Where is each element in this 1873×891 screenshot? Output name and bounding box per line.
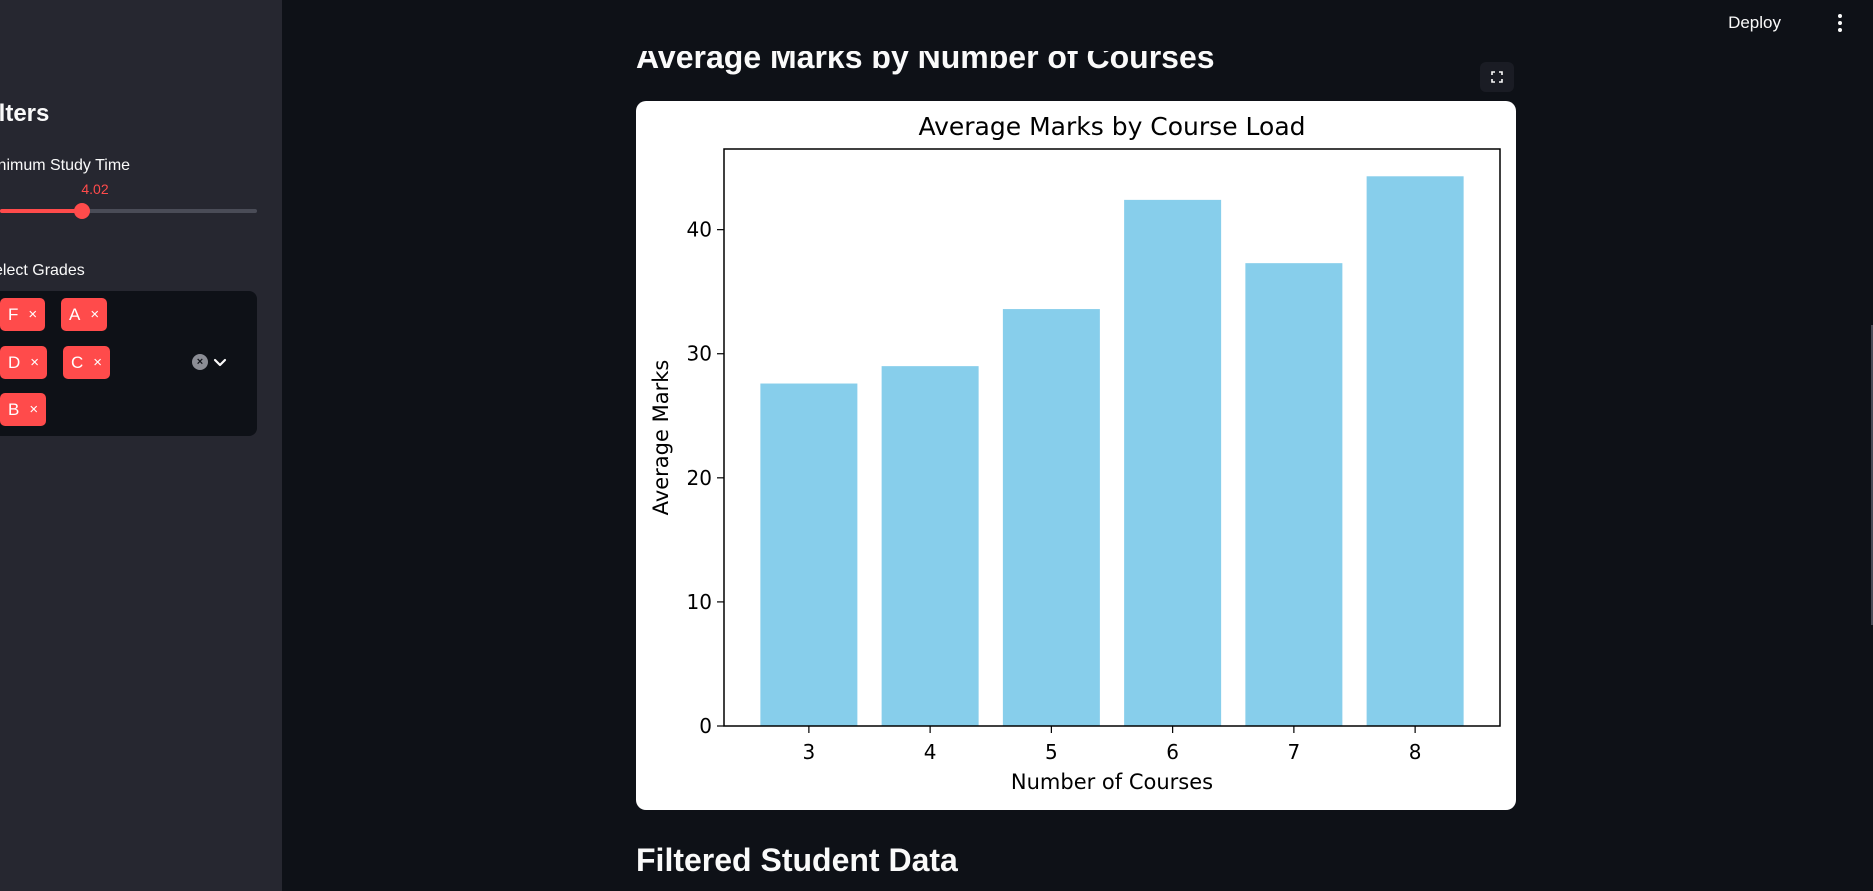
y-tick-label: 30 (687, 342, 712, 366)
remove-tag-icon[interactable]: × (30, 354, 40, 371)
x-tick-label: 5 (1045, 740, 1058, 764)
remove-tag-icon[interactable]: × (93, 354, 103, 371)
x-tick-label: 6 (1166, 740, 1179, 764)
x-tick-label: 8 (1409, 740, 1422, 764)
grade-tag-f[interactable]: F × (0, 298, 46, 331)
grade-tag-label: C (71, 352, 84, 372)
grades-label: elect Grades (0, 262, 85, 279)
plot-frame (723, 148, 1501, 727)
chevron-down-icon[interactable] (211, 353, 229, 371)
chart-bar (1002, 309, 1100, 726)
vertical-dots-icon[interactable] (1837, 14, 1843, 34)
header-backdrop (282, 0, 1482, 51)
study-time-label: inimum Study Time (0, 157, 131, 174)
y-tick-label: 20 (687, 466, 712, 490)
grade-tag-label: A (69, 304, 81, 324)
study-time-slider[interactable] (0, 203, 257, 219)
remove-tag-icon[interactable]: × (90, 306, 100, 323)
filtered-data-title: Filtered Student Data (636, 842, 958, 878)
grade-tag-b[interactable]: B × (0, 393, 47, 426)
y-tick-label: 40 (687, 218, 712, 242)
y-tick-label: 0 (699, 714, 712, 738)
grade-tag-label: B (8, 399, 20, 419)
deploy-button[interactable]: Deploy (1728, 13, 1781, 32)
x-axis-label: Number of Courses (1011, 770, 1213, 794)
grades-multiselect[interactable]: F × A × D × C × B × × (0, 291, 257, 436)
remove-tag-icon[interactable]: × (28, 306, 38, 323)
clear-all-icon[interactable]: × (192, 354, 208, 370)
x-tick-label: 4 (924, 740, 937, 764)
grade-tag-label: D (8, 352, 21, 372)
fullscreen-button[interactable] (1480, 62, 1514, 92)
chart-bar (1124, 199, 1222, 727)
chart-bar (760, 383, 858, 726)
y-tick-label: 10 (687, 590, 712, 614)
grade-tag-a[interactable]: A × (61, 298, 108, 331)
grade-tag-c[interactable]: C × (63, 346, 111, 379)
chart-bar (881, 366, 979, 726)
grade-tag-label: F (8, 304, 19, 324)
sidebar: ilters inimum Study Time 4.02 elect Grad… (0, 0, 282, 891)
fullscreen-icon (1491, 71, 1503, 83)
scrollbar[interactable] (1871, 325, 1873, 625)
grade-tag-d[interactable]: D × (0, 346, 48, 379)
slider-thumb[interactable] (74, 203, 91, 219)
y-axis-label: Average Marks (649, 360, 673, 516)
sidebar-heading: ilters (0, 100, 50, 127)
study-time-value: 4.02 (81, 181, 109, 197)
chart-title: Average Marks by Course Load (918, 112, 1305, 141)
remove-tag-icon[interactable]: × (29, 401, 39, 418)
bar-chart: 0 10 20 30 40 3 4 5 6 7 8 Average Marks by Course L… (649, 112, 1501, 794)
x-tick-label: 7 (1288, 740, 1301, 764)
chart-card: 0 10 20 30 40 3 4 5 6 7 8 Average Marks by Course L… (636, 101, 1516, 810)
slider-fill (0, 209, 83, 213)
chart-bar (1245, 263, 1343, 726)
top-header: Deploy (282, 0, 1873, 50)
chart-bar (1366, 176, 1464, 726)
x-tick-label: 3 (803, 740, 816, 764)
